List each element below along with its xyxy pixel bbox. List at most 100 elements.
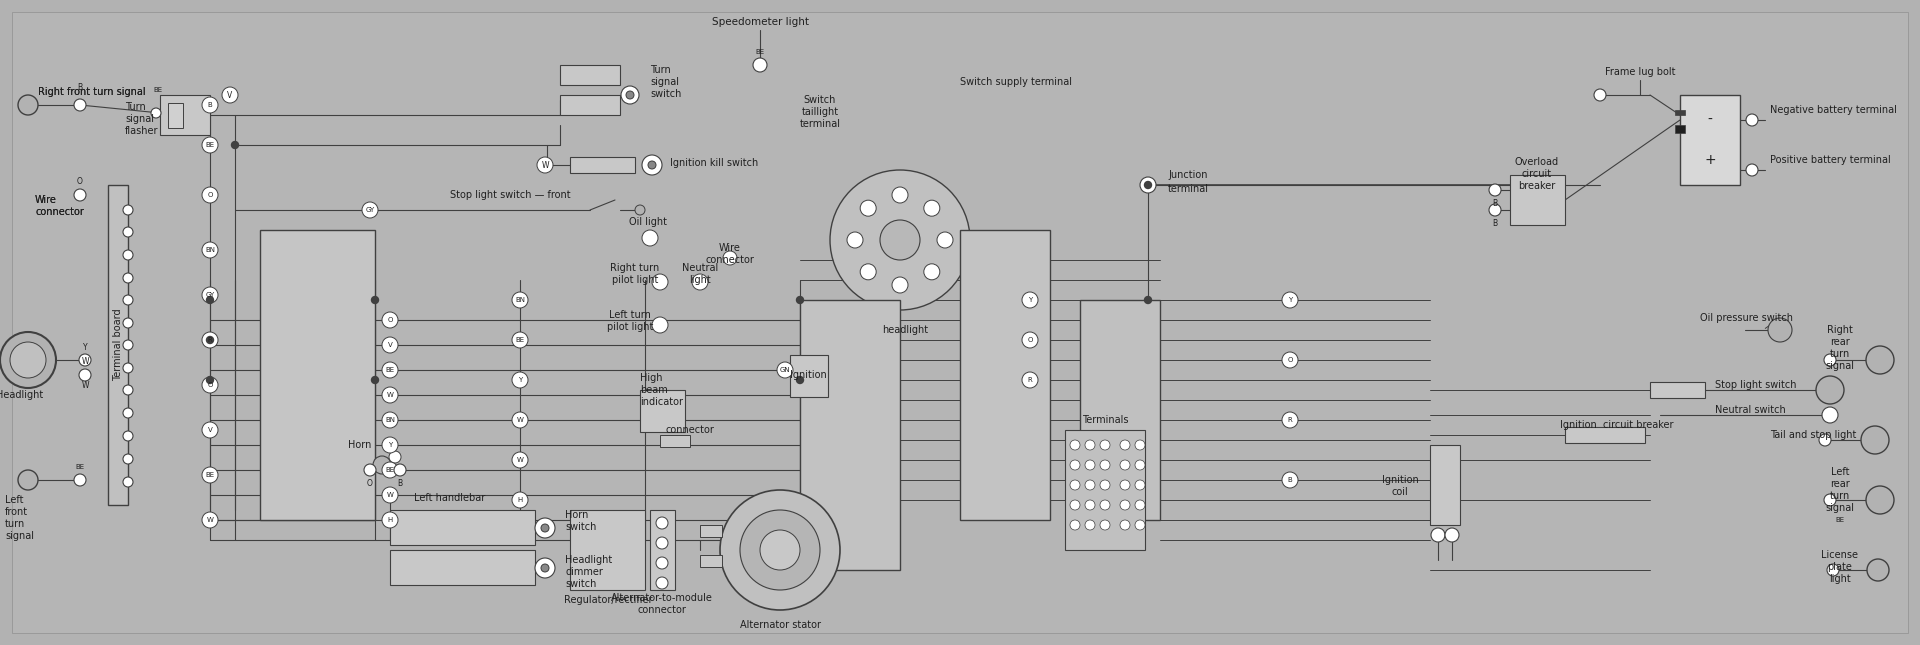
Bar	[789, 355, 828, 397]
Text: Tail and stop light: Tail and stop light	[1770, 430, 1857, 440]
Circle shape	[1135, 440, 1144, 450]
Text: BE: BE	[154, 87, 163, 93]
Circle shape	[123, 431, 132, 441]
Text: V: V	[207, 427, 213, 433]
Circle shape	[202, 332, 219, 348]
Text: V: V	[388, 342, 392, 348]
Circle shape	[513, 452, 528, 468]
Text: High: High	[639, 373, 662, 383]
Circle shape	[365, 464, 376, 476]
Text: signal: signal	[6, 531, 35, 541]
Text: GY: GY	[365, 207, 374, 213]
Text: Left handlebar: Left handlebar	[415, 493, 486, 503]
Text: connector: connector	[705, 255, 755, 265]
Circle shape	[657, 517, 668, 529]
Text: signal: signal	[651, 77, 680, 87]
Text: Oil light: Oil light	[630, 217, 666, 227]
Circle shape	[753, 58, 766, 72]
Text: terminal: terminal	[1167, 184, 1210, 194]
Bar	[169, 103, 182, 128]
Circle shape	[382, 312, 397, 328]
Circle shape	[1818, 434, 1832, 446]
Text: Alternator stator: Alternator stator	[739, 620, 820, 630]
Text: turn: turn	[1830, 491, 1851, 501]
Text: V: V	[227, 90, 232, 99]
Text: Switch: Switch	[804, 95, 837, 105]
Circle shape	[123, 295, 132, 305]
Text: BE: BE	[515, 337, 524, 343]
Text: circuit: circuit	[1523, 169, 1551, 179]
Text: B: B	[397, 479, 403, 488]
Text: rear: rear	[1830, 337, 1849, 347]
Circle shape	[1085, 460, 1094, 470]
Circle shape	[513, 332, 528, 348]
Text: Speedometer light: Speedometer light	[712, 17, 808, 27]
Text: Headlight: Headlight	[0, 390, 44, 400]
Circle shape	[1283, 292, 1298, 308]
Circle shape	[371, 377, 378, 384]
Text: terminal: terminal	[799, 119, 841, 129]
Bar	[639, 390, 685, 432]
Text: BN: BN	[515, 297, 524, 303]
Bar	[660, 435, 689, 447]
Circle shape	[382, 387, 397, 403]
Text: connector: connector	[35, 207, 84, 217]
Circle shape	[1860, 426, 1889, 454]
Text: Frame lug bolt: Frame lug bolt	[1605, 67, 1676, 77]
Text: BE: BE	[386, 467, 396, 473]
Circle shape	[1069, 460, 1079, 470]
Circle shape	[202, 422, 219, 438]
Circle shape	[1119, 480, 1131, 490]
Text: BE: BE	[75, 464, 84, 470]
Circle shape	[513, 372, 528, 388]
Text: switch: switch	[564, 522, 597, 532]
Bar	[651, 510, 676, 590]
Text: Horn: Horn	[564, 510, 588, 520]
Circle shape	[152, 108, 161, 118]
Circle shape	[653, 274, 668, 290]
Circle shape	[394, 464, 405, 476]
Circle shape	[1100, 460, 1110, 470]
Text: Right front turn signal: Right front turn signal	[38, 87, 146, 97]
Text: W: W	[516, 417, 524, 423]
Circle shape	[1283, 412, 1298, 428]
Circle shape	[847, 232, 862, 248]
Bar	[1509, 175, 1565, 225]
Text: rear: rear	[1830, 479, 1849, 489]
Bar	[701, 525, 722, 537]
Circle shape	[1100, 500, 1110, 510]
Text: indicator: indicator	[639, 397, 684, 407]
Circle shape	[123, 273, 132, 283]
Circle shape	[207, 337, 213, 344]
Text: headlight: headlight	[881, 325, 927, 335]
Text: BE: BE	[205, 472, 215, 478]
Circle shape	[1144, 181, 1152, 188]
Circle shape	[382, 437, 397, 453]
Circle shape	[1745, 114, 1759, 126]
Text: light: light	[1830, 574, 1851, 584]
Circle shape	[1069, 440, 1079, 450]
Circle shape	[879, 220, 920, 260]
Text: Horn: Horn	[348, 440, 372, 450]
Text: Terminal board: Terminal board	[113, 309, 123, 381]
Text: connector: connector	[35, 207, 84, 217]
Text: License: License	[1822, 550, 1859, 560]
Bar	[561, 65, 620, 85]
Circle shape	[79, 354, 90, 366]
Circle shape	[207, 377, 213, 384]
Text: R: R	[1027, 377, 1033, 383]
Circle shape	[202, 137, 219, 153]
Circle shape	[382, 412, 397, 428]
Bar	[1674, 110, 1686, 115]
Circle shape	[363, 202, 378, 218]
Text: Neutral switch: Neutral switch	[1715, 405, 1786, 415]
Circle shape	[1866, 559, 1889, 581]
Circle shape	[797, 297, 803, 304]
Circle shape	[860, 264, 876, 280]
Circle shape	[829, 170, 970, 310]
Text: switch: switch	[564, 579, 597, 589]
Text: Switch supply terminal: Switch supply terminal	[960, 77, 1071, 87]
Circle shape	[1119, 520, 1131, 530]
Bar	[1430, 445, 1459, 525]
Circle shape	[1866, 346, 1893, 374]
